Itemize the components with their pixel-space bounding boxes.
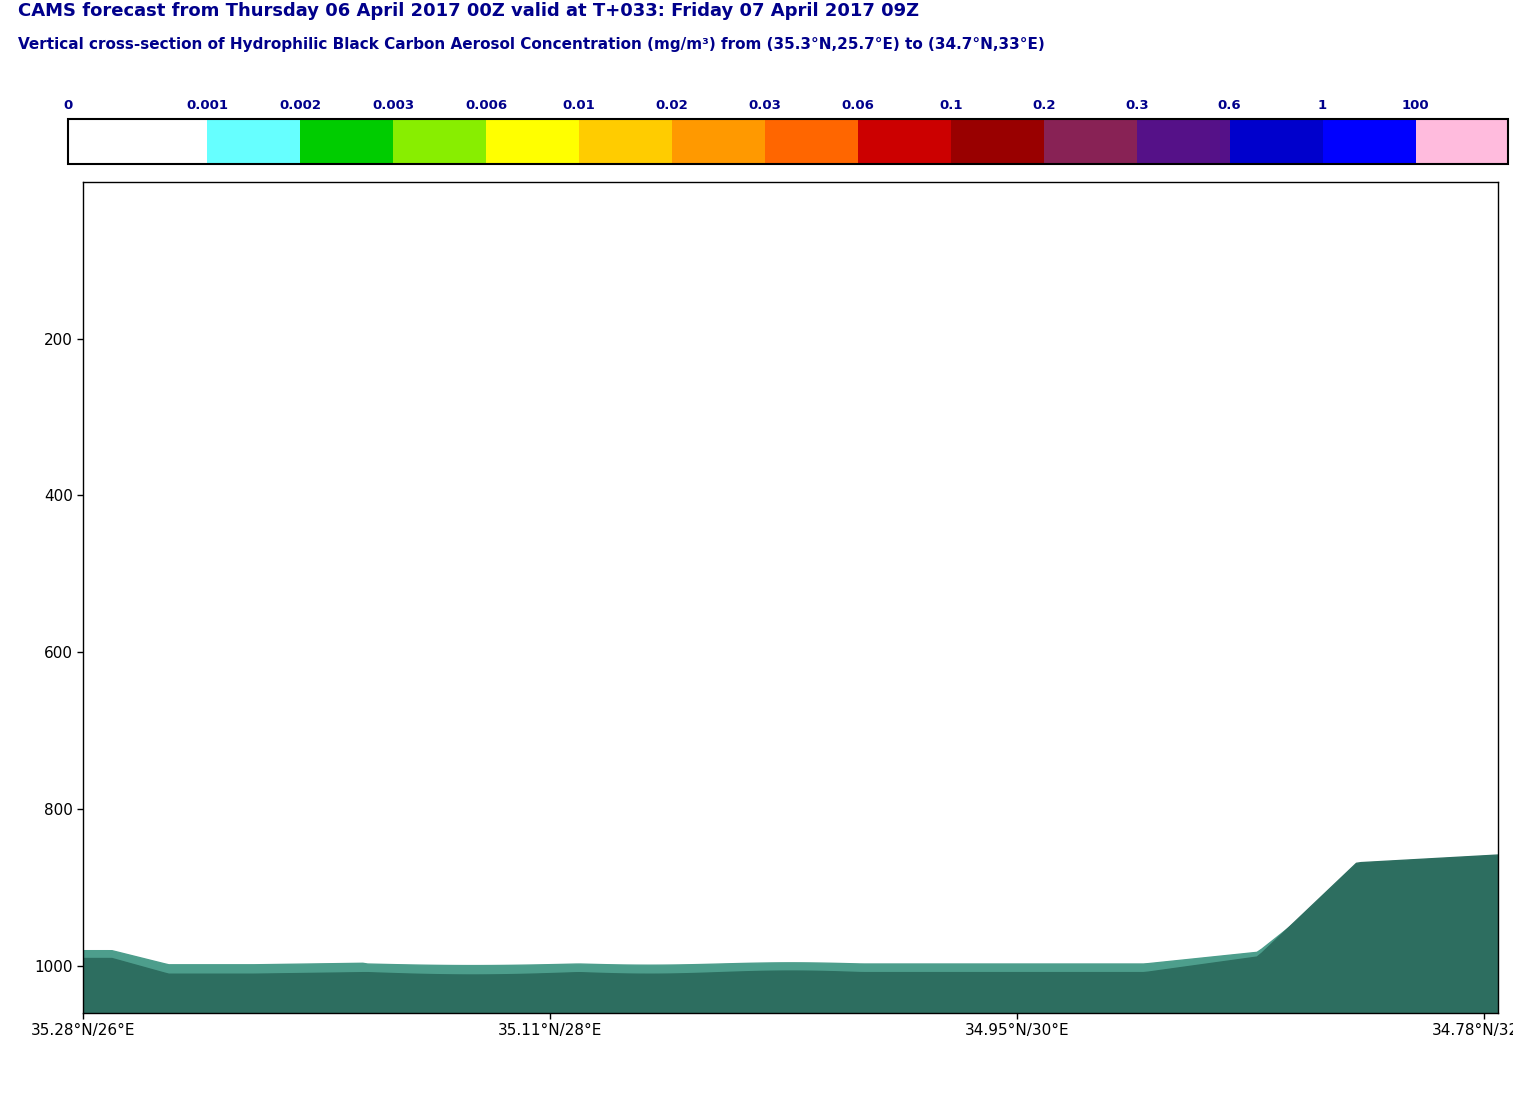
Text: 100: 100 (1401, 99, 1430, 112)
Bar (1044, 119, 1136, 164)
Bar (1230, 119, 1322, 164)
Text: 0.003: 0.003 (372, 99, 415, 112)
Text: 0.3: 0.3 (1126, 99, 1148, 112)
Text: 0.03: 0.03 (749, 99, 782, 112)
Text: Vertical cross-section of Hydrophilic Black Carbon Aerosol Concentration (mg/m³): Vertical cross-section of Hydrophilic Bl… (18, 37, 1045, 52)
Text: 0.01: 0.01 (563, 99, 596, 112)
Bar (301, 119, 393, 164)
Bar (486, 119, 579, 164)
Bar (858, 119, 950, 164)
Text: 0.001: 0.001 (186, 99, 228, 112)
Text: CAMS forecast from Thursday 06 April 2017 00Z valid at T+033: Friday 07 April 20: CAMS forecast from Thursday 06 April 201… (18, 1, 920, 20)
Text: 0: 0 (64, 99, 73, 112)
Bar (1416, 119, 1508, 164)
Text: 0.002: 0.002 (280, 99, 321, 112)
Text: 0.1: 0.1 (940, 99, 962, 112)
Bar (1322, 119, 1416, 164)
Bar (207, 119, 301, 164)
Bar (393, 119, 486, 164)
Bar (68, 119, 1508, 164)
Bar (672, 119, 766, 164)
Bar (950, 119, 1044, 164)
Text: 1: 1 (1318, 99, 1327, 112)
Text: 0.2: 0.2 (1032, 99, 1056, 112)
Text: 0.02: 0.02 (655, 99, 688, 112)
Bar (1136, 119, 1230, 164)
Bar (68, 119, 207, 164)
Bar (766, 119, 858, 164)
Text: 0.06: 0.06 (841, 99, 875, 112)
Text: 0.6: 0.6 (1218, 99, 1242, 112)
Text: 0.006: 0.006 (464, 99, 507, 112)
Bar (579, 119, 672, 164)
